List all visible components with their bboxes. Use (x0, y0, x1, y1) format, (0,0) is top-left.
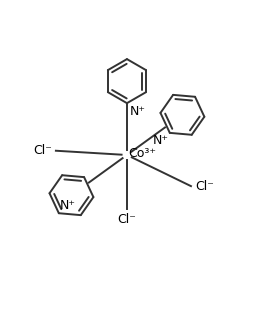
Text: Cl⁻: Cl⁻ (33, 144, 52, 157)
Text: Cl⁻: Cl⁻ (117, 213, 136, 226)
Text: N⁺: N⁺ (130, 104, 146, 117)
Text: Cl⁻: Cl⁻ (195, 179, 214, 193)
Text: N⁺: N⁺ (153, 134, 168, 147)
Text: N⁺: N⁺ (60, 199, 76, 212)
Text: Co³⁺: Co³⁺ (128, 147, 156, 160)
